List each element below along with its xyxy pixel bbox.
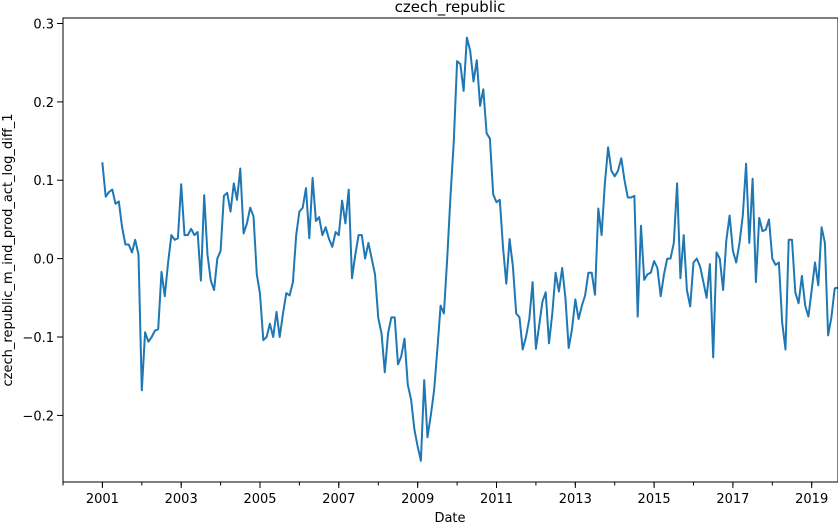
x-tick-label: 2005 bbox=[243, 492, 276, 507]
plot-area bbox=[62, 17, 838, 483]
x-tick-label: 2007 bbox=[322, 492, 355, 507]
y-tick-label: 0.3 bbox=[33, 18, 54, 33]
x-axis: 2001 2003 2005 2007 2009 2011 2013 2015 2017 2019 bbox=[62, 482, 828, 507]
y-tick-label: 0.1 bbox=[33, 174, 54, 189]
y-tick-label: 0.0 bbox=[33, 253, 54, 268]
x-tick-label: 2017 bbox=[716, 492, 749, 507]
series-line bbox=[101, 36, 838, 462]
x-tick-label: 2001 bbox=[86, 492, 119, 507]
chart-title: czech_republic bbox=[395, 0, 506, 17]
y-tick-label: −0.1 bbox=[22, 331, 54, 346]
x-tick-label: 2011 bbox=[480, 492, 513, 507]
y-tick-label: −0.2 bbox=[22, 409, 54, 424]
x-tick-label: 2013 bbox=[559, 492, 592, 507]
x-tick-label: 2003 bbox=[165, 492, 198, 507]
y-tick-label: 0.2 bbox=[33, 96, 54, 111]
y-axis-label: czech_republic_m_ind_prod_act_log_diff_1 bbox=[1, 114, 16, 387]
plot-frame bbox=[62, 17, 838, 483]
x-axis-label: Date bbox=[434, 511, 465, 525]
y-axis: −0.2 −0.1 0.0 0.1 0.2 0.3 bbox=[22, 18, 63, 424]
x-tick-label: 2009 bbox=[401, 492, 434, 507]
x-tick-label: 2019 bbox=[795, 492, 828, 507]
x-tick-label: 2015 bbox=[638, 492, 671, 507]
